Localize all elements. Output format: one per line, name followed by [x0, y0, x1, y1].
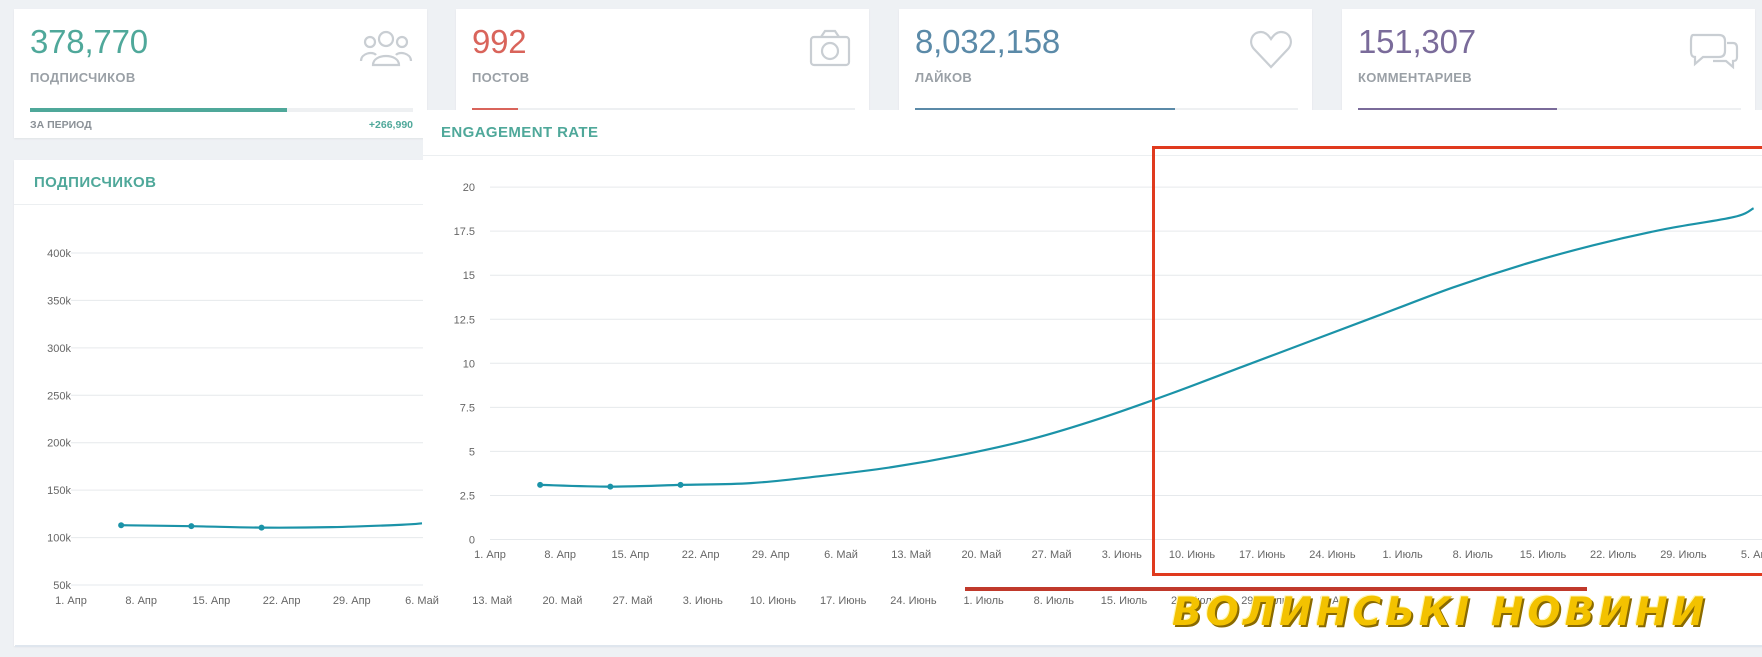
highlight-box [1152, 146, 1762, 576]
panel-title: ENGAGEMENT RATE [441, 124, 599, 141]
stat-value: 8,032,158 [915, 23, 1061, 60]
subscribers-x-tick-label: 5. Авг [1320, 595, 1349, 607]
engagement-y-tick-label: 17.5 [454, 226, 475, 238]
subscribers-x-tick-label: 1. Апр [55, 595, 87, 607]
stat-value: 378,770 [30, 23, 148, 60]
users-icon [359, 30, 413, 67]
engagement-x-tick-label: 8. Июль [1453, 549, 1494, 561]
engagement-x-tick-label: 6. Май [824, 549, 858, 561]
engagement-x-tick-label: 29. Июль [1660, 549, 1707, 561]
engagement-x-tick-label: 10. Июнь [1169, 549, 1216, 561]
engagement-x-tick-label: 20. Май [961, 549, 1001, 561]
heart-icon [1250, 30, 1292, 69]
subscribers-y-tick-label: 50k [53, 580, 71, 592]
subscribers-y-tick-label: 300k [47, 343, 71, 355]
stat-label: ПОДПИСЧИКОВ [30, 70, 136, 85]
watermark-logo: ВОЛИНСЬКІ НОВИНИ [1172, 590, 1709, 635]
subscribers-y-tick-label: 100k [47, 533, 71, 545]
subscribers-x-tick-label: 22. Июль [1171, 595, 1218, 607]
subscribers-x-tick-label: 8. Апр [125, 595, 157, 607]
highlight-underline [965, 587, 1587, 591]
subscribers-data-point [188, 523, 195, 530]
engagement-x-tick-label: 29. Апр [752, 549, 790, 561]
subscribers-y-tick-label: 250k [47, 390, 71, 402]
subscribers-x-tick-label: 22. Апр [263, 595, 301, 607]
engagement-x-tick-label: 15. Июль [1520, 549, 1567, 561]
engagement-x-tick-label: 27. Май [1032, 549, 1072, 561]
stat-label: КОММЕНТАРИЕВ [1358, 70, 1472, 85]
period-label: ЗА ПЕРИОД [30, 119, 92, 131]
subscribers-x-tick-label: 13. Май [472, 595, 512, 607]
subscribers-y-tick-label: 400k [47, 248, 71, 260]
engagement-x-tick-label: 5. Ав [1741, 549, 1762, 561]
stat-label: ЛАЙКОВ [915, 70, 973, 85]
engagement-x-tick-label: 24. Июнь [1309, 549, 1356, 561]
subscribers-x-tick-label: 20. Май [542, 595, 582, 607]
page-bottom-border [15, 645, 1762, 647]
engagement-y-tick-label: 2.5 [460, 490, 475, 502]
engagement-x-tick-label: 15. Апр [612, 549, 650, 561]
engagement-y-tick-label: 20 [463, 182, 475, 194]
stat-label: ПОСТОВ [472, 70, 530, 85]
subscribers-x-tick-label: 8. Июль [1034, 595, 1075, 607]
subscribers-x-tick-label: 10. Июнь [750, 595, 797, 607]
subscribers-series-line [121, 522, 423, 529]
subscribers-y-tick-label: 350k [47, 295, 71, 307]
engagement-y-tick-label: 12.5 [454, 314, 475, 326]
subscribers-x-tick-label: 29. Июль [1241, 595, 1288, 607]
engagement-y-tick-label: 7.5 [460, 402, 475, 414]
divider [423, 155, 1762, 156]
engagement-data-point [537, 481, 544, 488]
subscribers-x-tick-label: 1. Июль [963, 595, 1004, 607]
stat-value: 151,307 [1358, 23, 1476, 60]
subscribers-x-tick-label: 17. Июнь [820, 595, 867, 607]
engagement-y-tick-label: 10 [463, 358, 475, 370]
engagement-series-line [540, 207, 1755, 488]
engagement-x-tick-label: 8. Апр [544, 549, 576, 561]
panel-title: ПОДПИСЧИКОВ [34, 174, 157, 191]
engagement-y-tick-label: 0 [469, 535, 475, 547]
engagement-data-point [677, 481, 684, 488]
engagement-chart-panel: ENGAGEMENT RATE [423, 110, 1762, 592]
subscribers-x-tick-label: 29. Апр [333, 595, 371, 607]
period-value: +266,990 [368, 119, 413, 131]
engagement-x-tick-label: 1. Июль [1382, 549, 1423, 561]
subscribers-x-tick-label: 6. Май [405, 595, 439, 607]
engagement-x-tick-label: 13. Май [891, 549, 931, 561]
subscribers-y-tick-label: 150k [47, 485, 71, 497]
subscribers-progress-bar [30, 108, 413, 112]
subscribers-x-tick-label: 15. Июль [1101, 595, 1148, 607]
engagement-y-tick-label: 5 [469, 446, 475, 458]
engagement-data-point [607, 483, 614, 490]
engagement-x-tick-label: 3. Июнь [1102, 549, 1142, 561]
engagement-y-tick-label: 15 [463, 270, 475, 282]
subscribers-x-tick-label: 24. Июнь [890, 595, 937, 607]
subscribers-x-tick-label: 3. Июнь [683, 595, 723, 607]
engagement-x-tick-label: 1. Апр [474, 549, 506, 561]
engagement-x-tick-label: 17. Июнь [1239, 549, 1286, 561]
stat-card-subscribers: 378,770 ПОДПИСЧИКОВ ЗА ПЕРИОД +266,990 [14, 9, 427, 138]
subscribers-data-point [118, 522, 125, 529]
engagement-x-tick-label: 22. Апр [682, 549, 720, 561]
subscribers-x-tick-label: 27. Май [613, 595, 653, 607]
stat-value: 992 [472, 23, 527, 60]
subscribers-y-tick-label: 200k [47, 438, 71, 450]
engagement-x-tick-label: 22. Июль [1590, 549, 1637, 561]
comments-icon [1689, 33, 1739, 70]
subscribers-data-point [258, 524, 265, 531]
subscribers-x-tick-label: 15. Апр [193, 595, 231, 607]
camera-icon [809, 29, 851, 67]
